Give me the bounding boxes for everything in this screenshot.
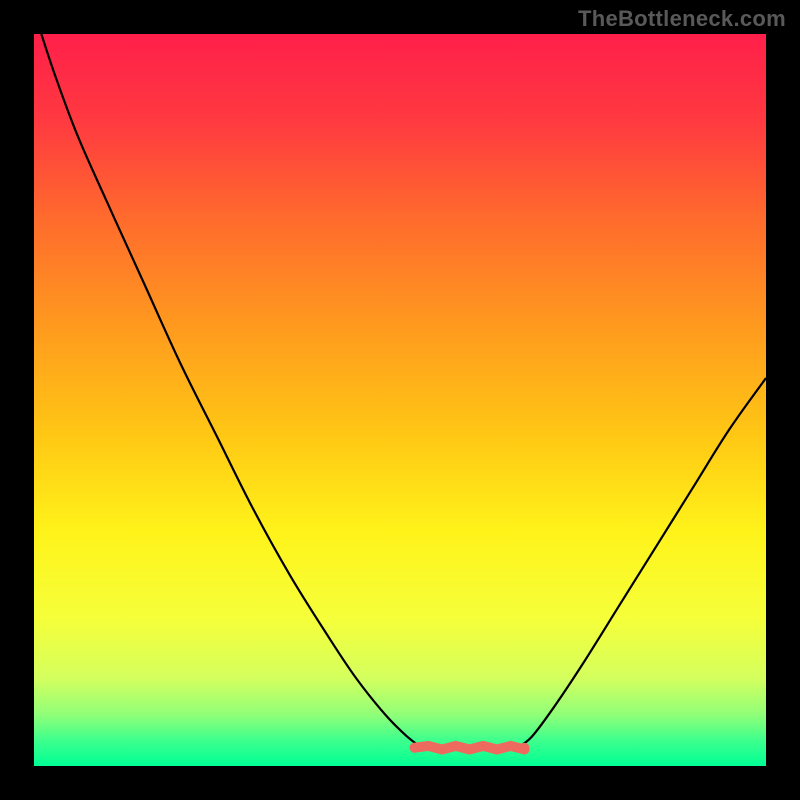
chart-background-gradient [34, 34, 766, 766]
watermark-text: TheBottleneck.com [578, 6, 786, 32]
optimal-range-endpoint-right [519, 743, 529, 753]
optimal-range-endpoint-left [410, 743, 420, 753]
optimal-range-marker [415, 746, 525, 750]
bottleneck-chart-container: TheBottleneck.com [0, 0, 800, 800]
bottleneck-curve-chart [0, 0, 800, 800]
